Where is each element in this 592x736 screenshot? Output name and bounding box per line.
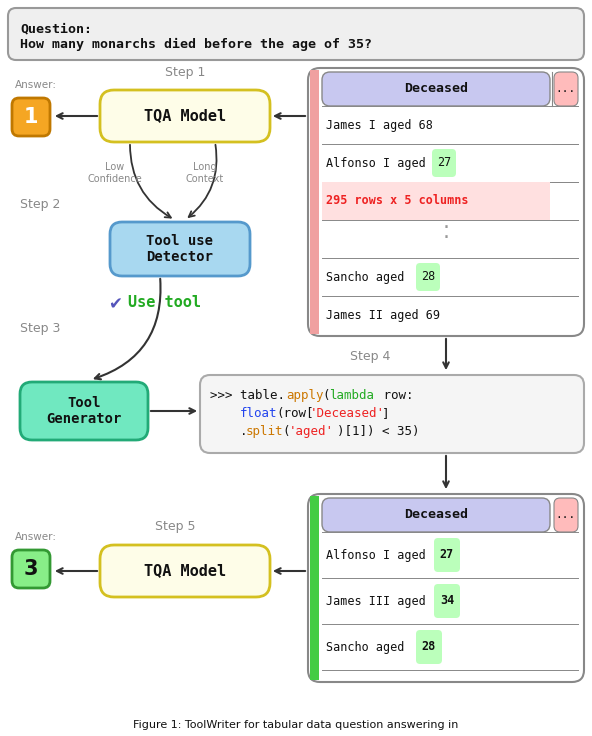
Text: lambda: lambda xyxy=(329,389,374,402)
Text: Figure 1: ToolWriter for tabular data question answering in: Figure 1: ToolWriter for tabular data qu… xyxy=(133,720,459,730)
Text: )[1]) < 35): )[1]) < 35) xyxy=(337,425,420,438)
Text: Deceased: Deceased xyxy=(404,509,468,522)
Text: Low
Confidence: Low Confidence xyxy=(88,162,142,183)
Text: Step 5: Step 5 xyxy=(155,520,195,533)
Text: Step 2: Step 2 xyxy=(20,198,60,211)
Text: James III aged: James III aged xyxy=(326,595,433,607)
Text: 3: 3 xyxy=(24,559,38,579)
FancyBboxPatch shape xyxy=(100,545,270,597)
Text: ·: · xyxy=(442,218,449,238)
Text: Step 3: Step 3 xyxy=(20,322,60,335)
FancyBboxPatch shape xyxy=(100,90,270,142)
Text: 27: 27 xyxy=(440,548,454,562)
Bar xyxy=(310,496,319,680)
Text: Question:: Question: xyxy=(20,22,92,35)
Text: ✔: ✔ xyxy=(108,295,122,313)
FancyBboxPatch shape xyxy=(110,222,250,276)
Text: Tool use
Detector: Tool use Detector xyxy=(146,234,214,264)
Text: Deceased: Deceased xyxy=(404,82,468,96)
Text: 'aged': 'aged' xyxy=(289,425,334,438)
Bar xyxy=(310,70,319,334)
Text: ·: · xyxy=(442,228,449,248)
Text: Step 1: Step 1 xyxy=(165,66,205,79)
Text: 27: 27 xyxy=(437,157,451,169)
Text: James I aged 68: James I aged 68 xyxy=(326,118,433,132)
FancyBboxPatch shape xyxy=(434,538,460,572)
Text: Answer:: Answer: xyxy=(15,80,57,90)
Text: TQA Model: TQA Model xyxy=(144,564,226,578)
Text: 1: 1 xyxy=(24,107,38,127)
Bar xyxy=(322,182,550,220)
Text: (: ( xyxy=(282,425,289,438)
Text: Long
Context: Long Context xyxy=(186,162,224,183)
Text: ...: ... xyxy=(556,84,576,94)
FancyBboxPatch shape xyxy=(416,630,442,664)
FancyBboxPatch shape xyxy=(554,72,578,106)
FancyBboxPatch shape xyxy=(432,149,456,177)
FancyBboxPatch shape xyxy=(12,98,50,136)
Text: Answer:: Answer: xyxy=(15,532,57,542)
Text: Sancho aged: Sancho aged xyxy=(326,271,411,283)
Text: (row[: (row[ xyxy=(276,407,314,420)
Text: Alfonso I aged: Alfonso I aged xyxy=(326,157,433,169)
Text: apply: apply xyxy=(286,389,323,402)
Text: float: float xyxy=(240,407,278,420)
Text: 295 rows x 5 columns: 295 rows x 5 columns xyxy=(326,194,468,208)
Text: James II aged 69: James II aged 69 xyxy=(326,308,440,322)
FancyBboxPatch shape xyxy=(20,382,148,440)
Text: Use tool: Use tool xyxy=(128,295,201,310)
Text: How many monarchs died before the age of 35?: How many monarchs died before the age of… xyxy=(20,38,372,51)
FancyBboxPatch shape xyxy=(200,375,584,453)
Text: ...: ... xyxy=(556,510,576,520)
FancyBboxPatch shape xyxy=(12,550,50,588)
Text: split: split xyxy=(246,425,284,438)
FancyBboxPatch shape xyxy=(434,584,460,618)
Text: ]: ] xyxy=(382,407,390,420)
Text: row:: row: xyxy=(376,389,413,402)
FancyBboxPatch shape xyxy=(416,263,440,291)
Text: Tool
Generator: Tool Generator xyxy=(46,396,122,426)
FancyBboxPatch shape xyxy=(8,8,584,60)
Text: Alfonso I aged: Alfonso I aged xyxy=(326,548,433,562)
Text: >>> table.: >>> table. xyxy=(210,389,285,402)
Text: 28: 28 xyxy=(422,640,436,654)
Text: 'Deceased': 'Deceased' xyxy=(310,407,385,420)
Text: 28: 28 xyxy=(421,271,435,283)
FancyBboxPatch shape xyxy=(322,498,550,532)
FancyBboxPatch shape xyxy=(308,494,584,682)
Text: Sancho aged: Sancho aged xyxy=(326,640,411,654)
Text: .: . xyxy=(210,425,247,438)
FancyBboxPatch shape xyxy=(322,72,550,106)
Text: (: ( xyxy=(322,389,330,402)
FancyBboxPatch shape xyxy=(554,498,578,532)
Text: Step 4: Step 4 xyxy=(350,350,390,363)
FancyBboxPatch shape xyxy=(308,68,584,336)
Text: 34: 34 xyxy=(440,595,454,607)
Text: TQA Model: TQA Model xyxy=(144,108,226,124)
